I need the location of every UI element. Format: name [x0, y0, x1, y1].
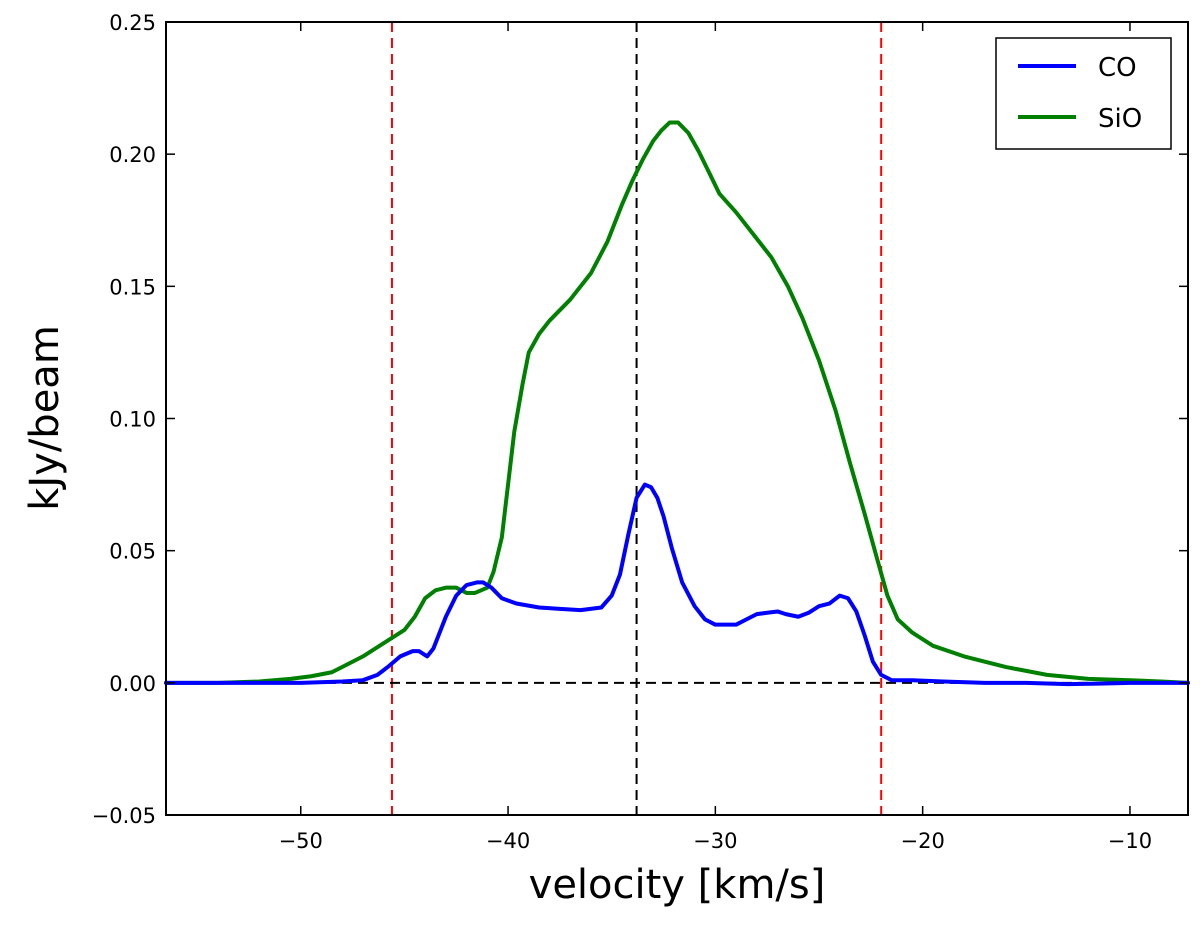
y-axis-title: kJy/beam: [22, 325, 68, 511]
y-tick-label: 0.15: [109, 275, 156, 299]
legend-label-sio: SiO: [1098, 104, 1142, 134]
x-tick-label: −20: [900, 829, 944, 853]
x-tick-label: −30: [693, 829, 737, 853]
series-lines: [164, 120, 1190, 687]
y-tick-label: 0.10: [109, 408, 156, 432]
y-tick-label: 0.25: [109, 11, 156, 35]
y-tick-label: 0.00: [109, 672, 156, 696]
series-line-sio: [164, 120, 1190, 685]
y-axis-ticks: −0.05 0.00 0.05 0.10 0.15 0.20 0.25: [92, 11, 1188, 828]
y-tick-label: 0.05: [109, 540, 156, 564]
legend: CO SiO: [995, 37, 1172, 150]
y-tick-label: −0.05: [92, 804, 156, 828]
y-tick-label: 0.20: [109, 143, 156, 167]
x-axis-title: velocity [km/s]: [529, 862, 826, 908]
legend-label-co: CO: [1098, 53, 1137, 83]
x-tick-label: −50: [279, 829, 323, 853]
x-tick-label: −10: [1108, 829, 1152, 853]
legend-box: [995, 37, 1172, 150]
x-tick-label: −40: [486, 829, 530, 853]
x-axis-ticks: −50 −40 −30 −20 −10: [279, 22, 1152, 853]
series-line-co: [164, 482, 1190, 687]
